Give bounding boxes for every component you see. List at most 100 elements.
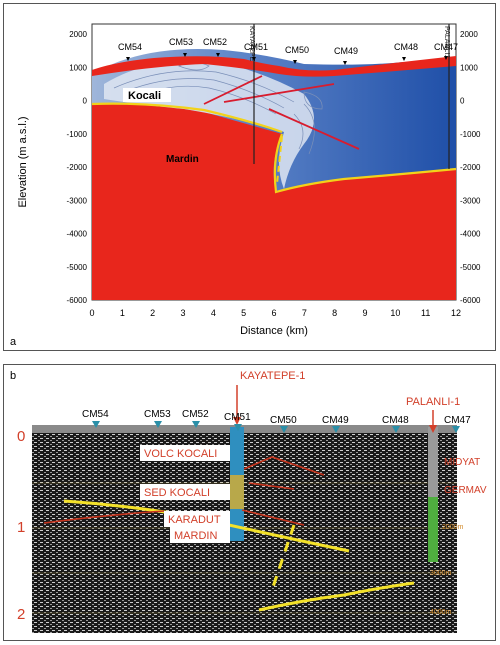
horizon-dashed [270, 524, 296, 591]
label-box-karadut [164, 511, 230, 527]
time-scale-label: 2 [17, 606, 25, 623]
formation-label-right: GERMAV [444, 485, 487, 496]
label-box-mardin [170, 527, 230, 543]
kocali-base-contact [91, 102, 283, 134]
station-label: CM49 [334, 46, 358, 56]
x-axis-label: Distance (km) [240, 325, 308, 337]
y-tick-label: -4000 [460, 230, 481, 239]
well-label-kayatepe-1: KAYATEPE-1 [240, 370, 305, 382]
y-tick-label: 2000 [69, 30, 87, 39]
y-tick-label: -1000 [460, 130, 481, 139]
y-tick-label: -1000 [67, 130, 88, 139]
station-label: CM50 [270, 415, 297, 426]
seismic-data-area [32, 430, 457, 633]
x-tick-label: 0 [89, 308, 94, 318]
station-marker [183, 53, 187, 57]
station-label: CM51 [244, 42, 268, 52]
x-tick-label: 12 [451, 308, 461, 318]
station-label: CM47 [434, 42, 458, 52]
station-marker [392, 426, 400, 433]
fault-lines [203, 75, 360, 150]
well-column-kayatepe-lower [230, 509, 244, 541]
formation-label: VOLC KOCALI [144, 448, 217, 460]
y-tick-label: -2000 [460, 163, 481, 172]
time-scale-label: 0 [17, 428, 25, 445]
station-label: CM53 [144, 409, 171, 420]
x-tick-label: 7 [302, 308, 307, 318]
station-label: CM47 [444, 415, 471, 426]
station-label: CM52 [203, 37, 227, 47]
station-label: CM54 [118, 42, 142, 52]
station-marker [252, 57, 256, 61]
station-marker [343, 61, 347, 65]
y-tick-label: -2000 [67, 163, 88, 172]
figure-panel-a: KAYATEPE PALANLI1 CM54 CM53 CM52 CM51 CM… [3, 3, 496, 351]
seismic-top-band [32, 425, 457, 433]
depth-mark: 2000m [442, 524, 464, 531]
station-label: CM52 [182, 409, 209, 420]
mardin-label: Mardin [166, 154, 199, 165]
y-tick-label: -6000 [460, 296, 481, 305]
formation-label: SED KOCALI [144, 487, 210, 499]
time-scale-label: 1 [17, 519, 25, 536]
formation-label: KARADUT [168, 514, 221, 526]
y-tick-label: -6000 [67, 296, 88, 305]
y-tick-label: -3000 [67, 196, 88, 205]
y-tick-label: -4000 [67, 230, 88, 239]
well-arrow-palanli [429, 425, 437, 433]
panel-label-a: a [10, 336, 17, 348]
station-label: CM53 [169, 37, 193, 47]
y-tick-labels-right: 2000 1000 0 -1000 -2000 -3000 -4000 -5000 -6000 [460, 30, 481, 305]
station-marker [126, 57, 130, 61]
x-tick-label: 10 [390, 308, 400, 318]
x-tick-label: 9 [362, 308, 367, 318]
station-label: CM48 [394, 42, 418, 52]
formation-label-right: MIDYAT [444, 457, 480, 468]
horizon-deep [258, 581, 415, 612]
x-tick-label: 8 [332, 308, 337, 318]
well-column-kayatepe-upper [230, 427, 244, 475]
station-marker [332, 426, 340, 433]
label-box-sed-kocali [140, 484, 230, 500]
y-tick-label: 1000 [69, 63, 87, 72]
station-markers [126, 53, 448, 65]
fault-lines-b [43, 456, 325, 526]
kocali-label-box [123, 88, 171, 102]
well-arrow-kayatepe [233, 417, 241, 425]
elevation-section-plot: KAYATEPE PALANLI1 CM54 CM53 CM52 CM51 CM… [10, 23, 481, 348]
y-tick-label: 0 [460, 97, 465, 106]
station-label: CM54 [82, 409, 109, 420]
station-labels-b: CM54 CM53 CM52 CM51 CM50 CM49 CM48 CM47 [82, 409, 471, 426]
well-column-palanli-upper [428, 427, 438, 497]
dashed-contact [276, 135, 283, 185]
surface-band [92, 56, 456, 77]
x-tick-label: 5 [241, 308, 246, 318]
y-tick-label: 2000 [460, 30, 478, 39]
station-label: CM51 [224, 412, 251, 423]
y-tick-label: -5000 [460, 263, 481, 272]
well-column-palanli-lower [428, 497, 438, 562]
panel-label-b: b [10, 370, 16, 382]
y-axis-label: Elevation (m a.s.l.) [17, 116, 29, 207]
x-tick-label: 11 [421, 308, 430, 318]
basin-base-contact [273, 133, 457, 194]
station-label: CM49 [322, 415, 349, 426]
formation-label: MARDIN [174, 530, 217, 542]
well-column-kayatepe-middle [230, 475, 244, 509]
x-tick-label: 4 [211, 308, 216, 318]
station-marker [234, 424, 242, 431]
station-marker [280, 426, 288, 433]
station-marker [92, 421, 100, 428]
y-tick-label: -5000 [67, 263, 88, 272]
station-marker [402, 57, 406, 61]
x-tick-label: 6 [271, 308, 276, 318]
y-tick-label: 0 [83, 97, 88, 106]
station-label: CM48 [382, 415, 409, 426]
seismic-section: KAYATEPE-1 PALANLI-1 CM54 CM53 CM52 CM51… [10, 370, 487, 633]
well-label-kayatepe: KAYATEPE [248, 26, 255, 62]
station-markers-b [92, 421, 460, 433]
y-tick-label: 1000 [460, 63, 478, 72]
depth-mark: 3000m [430, 570, 452, 577]
station-marker [154, 421, 162, 428]
x-tick-label: 1 [120, 308, 125, 318]
